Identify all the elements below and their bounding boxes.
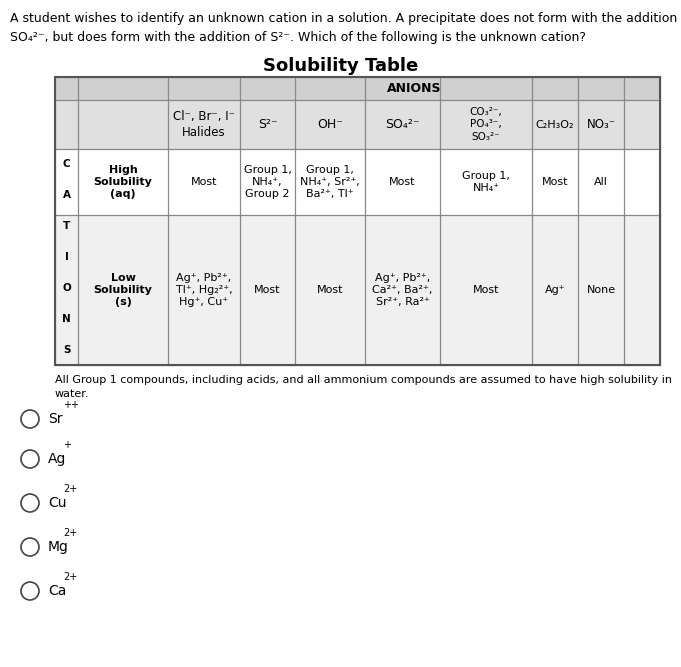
- Text: Most: Most: [254, 285, 281, 295]
- Bar: [55, 77, 660, 100]
- Text: Most: Most: [473, 285, 499, 295]
- Text: C: C: [63, 159, 70, 169]
- Text: Most: Most: [317, 285, 343, 295]
- Circle shape: [21, 538, 39, 556]
- Text: NO₃⁻: NO₃⁻: [586, 118, 616, 131]
- Text: SO₄²⁻: SO₄²⁻: [385, 118, 419, 131]
- Text: N: N: [62, 313, 71, 323]
- Text: Ag⁺, Pb²⁺,
Ca²⁺, Ba²⁺,
Sr²⁺, Ra²⁺: Ag⁺, Pb²⁺, Ca²⁺, Ba²⁺, Sr²⁺, Ra²⁺: [373, 273, 432, 307]
- Text: Most: Most: [542, 177, 568, 187]
- Text: SO₄²⁻, but does form with the addition of S²⁻. Which of the following is the unk: SO₄²⁻, but does form with the addition o…: [10, 31, 586, 44]
- Text: All: All: [594, 177, 608, 187]
- Circle shape: [21, 494, 39, 512]
- Text: Group 1,
NH₄⁺,
Group 2: Group 1, NH₄⁺, Group 2: [244, 165, 291, 199]
- Text: S²⁻: S²⁻: [257, 118, 277, 131]
- Text: Solubility Table: Solubility Table: [264, 57, 419, 75]
- Text: Mg: Mg: [48, 540, 69, 554]
- Text: 2+: 2+: [63, 528, 77, 538]
- Bar: [55, 77, 660, 365]
- Text: I: I: [65, 252, 68, 262]
- Text: Group 1,
NH₄⁺: Group 1, NH₄⁺: [462, 171, 510, 193]
- Bar: [55, 100, 660, 149]
- Text: S: S: [63, 345, 70, 355]
- Text: A: A: [63, 190, 71, 200]
- Text: +: +: [63, 440, 71, 450]
- Circle shape: [21, 450, 39, 468]
- Bar: [55, 215, 660, 365]
- Text: Ag⁺, Pb²⁺,
Tl⁺, Hg₂²⁺,
Hg⁺, Cu⁺: Ag⁺, Pb²⁺, Tl⁺, Hg₂²⁺, Hg⁺, Cu⁺: [176, 273, 232, 307]
- Text: None: None: [586, 285, 616, 295]
- Bar: [55, 149, 660, 215]
- Text: Cu: Cu: [48, 496, 67, 510]
- Text: A student wishes to identify an unknown cation in a solution. A precipitate does: A student wishes to identify an unknown …: [10, 12, 681, 25]
- Text: High
Solubility
(aq): High Solubility (aq): [93, 165, 153, 199]
- Text: T: T: [63, 221, 70, 231]
- Text: Most: Most: [390, 177, 415, 187]
- Text: All Group 1 compounds, including acids, and all ammonium compounds are assumed t: All Group 1 compounds, including acids, …: [55, 375, 672, 399]
- Text: C₂H₃O₂: C₂H₃O₂: [536, 119, 574, 129]
- Text: O: O: [62, 283, 71, 293]
- Text: Ag: Ag: [48, 452, 66, 466]
- Circle shape: [21, 410, 39, 428]
- Text: ++: ++: [63, 400, 79, 410]
- Text: 2+: 2+: [63, 572, 77, 582]
- Text: CO₃²⁻,
PO₄³⁻,
SO₃²⁻: CO₃²⁻, PO₄³⁻, SO₃²⁻: [470, 107, 503, 142]
- Text: ANIONS: ANIONS: [387, 82, 441, 95]
- Text: 2+: 2+: [63, 484, 77, 494]
- Text: Most: Most: [191, 177, 217, 187]
- Text: Ca: Ca: [48, 584, 66, 598]
- Text: Low
Solubility
(s): Low Solubility (s): [93, 273, 153, 307]
- Text: OH⁻: OH⁻: [317, 118, 343, 131]
- Text: Group 1,
NH₄⁺, Sr²⁺,
Ba²⁺, Tl⁺: Group 1, NH₄⁺, Sr²⁺, Ba²⁺, Tl⁺: [300, 165, 360, 199]
- Text: Sr: Sr: [48, 412, 63, 426]
- Text: Cl⁻, Br⁻, I⁻
Halides: Cl⁻, Br⁻, I⁻ Halides: [173, 110, 235, 139]
- Circle shape: [21, 582, 39, 600]
- Text: Ag⁺: Ag⁺: [545, 285, 565, 295]
